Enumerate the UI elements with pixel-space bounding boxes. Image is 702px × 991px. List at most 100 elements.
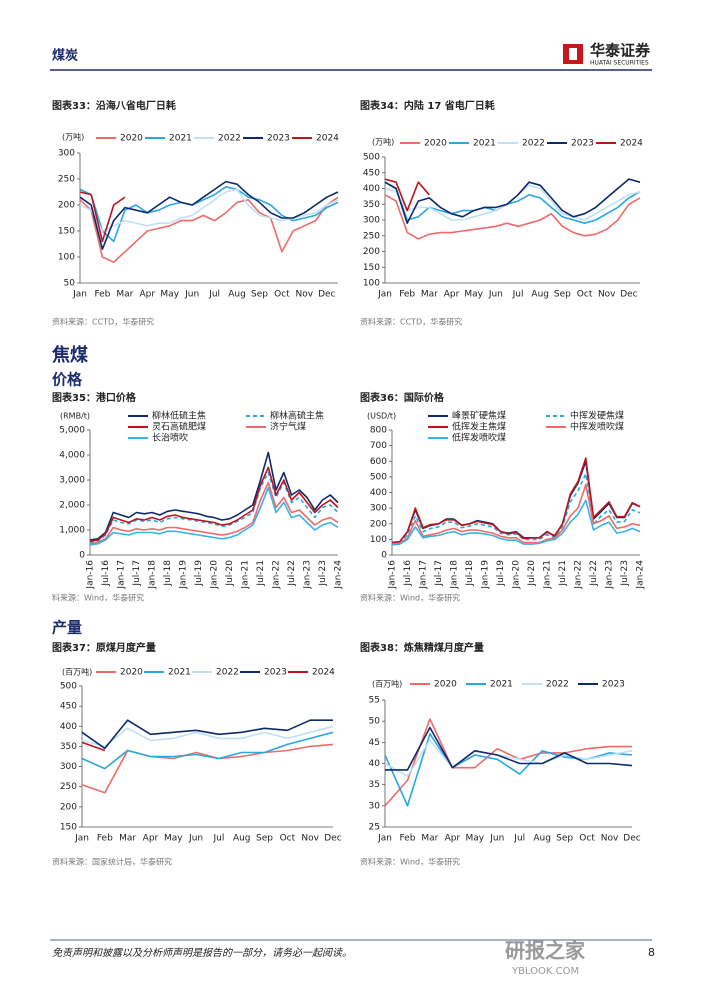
x-tick-label: Apr [444,290,460,300]
x-tick-label: Jul-22 [589,560,599,587]
brand: 华泰证券 [590,42,651,60]
page-number: 8 [648,946,655,959]
legend-label: 2023 [602,680,625,690]
y-tick-label: 250 [58,175,75,185]
y-tick-label: 300 [363,216,380,226]
legend-label: 济宁气煤 [270,421,306,433]
x-tick-label: Nov [301,834,319,844]
x-tick-label: Jan-21 [241,560,251,590]
y-tick-label: 400 [370,488,387,498]
x-tick-label: Jul [212,834,224,844]
x-tick-label: Jan-22 [272,560,282,590]
chart-title: 图表35：港口价格 [52,391,137,404]
y-tick-label: 45 [369,738,380,748]
y-tick-label: 40 [369,759,381,769]
y-tick-label: 400 [60,722,77,732]
chart-source: 资料来源：国家统计局，华泰研究 [52,857,172,867]
x-tick-label: Jan-24 [636,560,646,590]
legend-label: 2022 [218,134,241,144]
x-tick-label: May [164,834,183,844]
y-tick-label: 500 [370,472,387,482]
legend-label: 2023 [264,668,287,678]
x-tick-label: Aug [228,290,246,300]
y-tick-label: 450 [363,168,380,178]
y-tick-label: 25 [369,823,380,833]
disclaimer: 免责声明和披露以及分析师声明是报告的一部分，请务必一起阅读。 [52,947,352,959]
axis-unit: (万吨) [372,137,394,147]
series-line [385,726,633,771]
series-line [391,483,641,545]
series-line [384,181,641,224]
x-tick-label: Mar [116,290,133,300]
section-heading: 焦煤 [51,344,88,366]
chart-source: 资料来源：CCTD，华泰研究 [52,317,154,327]
x-tick-label: Nov [601,834,619,844]
x-tick-label: Jan-24 [334,560,344,590]
y-tick-label: 55 [369,696,380,706]
series-line [81,719,333,750]
x-tick-label: Sep [256,834,273,844]
series-line [89,451,339,541]
legend-label: 2021 [169,134,192,144]
y-tick-label: 150 [363,263,380,273]
y-tick-label: 300 [370,504,387,514]
x-tick-label: Jun [184,290,199,300]
chart-title: 图表36：国际价格 [360,391,445,404]
x-tick-label: Apr [140,290,156,300]
x-tick-label: Nov [296,290,314,300]
x-tick-label: Jan [377,290,392,300]
x-tick-label: Jan [72,290,87,300]
legend-label: 2020 [120,134,143,144]
series-line [391,473,641,545]
legend-label: 2024 [316,134,339,144]
y-tick-label: 50 [64,279,76,289]
legend-label: 2022 [216,668,239,678]
y-tick-label: 200 [363,247,380,257]
chart-source: 资料来源：Wind，华泰研究 [360,593,460,603]
y-tick-label: 150 [60,823,77,833]
legend-label: 2021 [168,668,191,678]
y-tick-label: 4,000 [59,451,85,461]
y-tick-label: 0 [79,551,85,561]
series-line [79,191,126,243]
series-line [391,499,641,546]
x-tick-label: Jan-17 [419,560,429,590]
series-line [79,180,339,250]
x-tick-label: Oct [274,290,290,300]
x-tick-label: Sep [251,290,268,300]
x-tick-label: Oct [579,834,595,844]
x-tick-label: Jul-18 [163,560,173,587]
y-tick-label: 200 [58,201,75,211]
x-tick-label: Nov [598,290,616,300]
series-line [384,194,641,240]
series-line [81,725,334,748]
x-tick-label: Apr [143,834,159,844]
series-line [79,188,339,232]
x-tick-label: Aug [533,834,551,844]
legend-label: 2023 [571,139,594,149]
x-tick-label: Jan [377,834,392,844]
y-tick-label: 30 [369,801,381,811]
series-line [89,486,339,546]
x-tick-label: May [464,290,483,300]
axis-unit: (百万吨) [372,679,402,689]
x-tick-label: Jul-17 [434,560,444,587]
series-line [81,743,334,794]
x-tick-label: Jul-23 [318,560,328,587]
y-tick-label: 35 [369,780,380,790]
sub-heading: 产量 [52,619,82,637]
x-tick-label: Dec [318,290,335,300]
x-tick-label: Jul-20 [527,560,537,587]
series-line [89,466,339,543]
sub-heading: 价格 [52,371,83,389]
x-tick-label: Jul-16 [101,560,111,587]
y-tick-label: 200 [370,519,387,529]
chart-source: 资料来源：Wind，华泰研究 [360,857,460,867]
y-tick-label: 100 [363,279,380,289]
series-line [384,739,633,777]
series-line [79,186,339,243]
series-line [81,741,106,752]
x-tick-label: Jun [488,290,503,300]
x-tick-label: Jan-20 [512,560,522,590]
